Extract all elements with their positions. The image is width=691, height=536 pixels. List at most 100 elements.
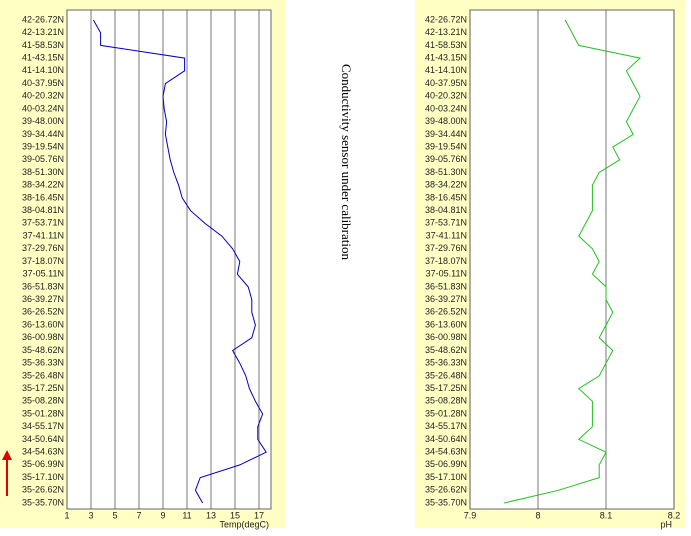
y-tick-label: 39-19.54N xyxy=(22,141,64,151)
y-tick-label: 37-53.71N xyxy=(425,218,467,228)
y-tick-label: 39-34.44N xyxy=(22,129,64,139)
y-tick-label: 35-17.10N xyxy=(22,472,64,482)
y-tick-label: 41-43.15N xyxy=(425,53,467,63)
y-tick-label: 38-34.22N xyxy=(425,180,467,190)
x-tick-label: 3 xyxy=(88,510,93,520)
y-tick-label: 35-01.28N xyxy=(22,408,64,418)
x-tick-label: 9 xyxy=(160,510,165,520)
y-tick-label: 39-05.76N xyxy=(425,154,467,164)
y-tick-label: 41-14.10N xyxy=(425,65,467,75)
y-tick-label: 36-51.83N xyxy=(425,281,467,291)
y-tick-label: 36-00.98N xyxy=(22,332,64,342)
y-tick-label: 35-26.48N xyxy=(425,370,467,380)
y-tick-label: 35-17.25N xyxy=(425,383,467,393)
y-tick-label: 39-34.44N xyxy=(425,129,467,139)
y-tick-label: 42-26.72N xyxy=(22,14,64,24)
y-tick-label: 37-53.71N xyxy=(22,218,64,228)
y-tick-label: 35-35.70N xyxy=(425,497,467,507)
y-tick-label: 35-06.99N xyxy=(425,459,467,469)
y-tick-label: 37-05.11N xyxy=(23,269,64,279)
y-tick-label: 38-16.45N xyxy=(22,192,64,202)
y-tick-label: 41-14.10N xyxy=(22,65,64,75)
y-tick-label: 35-06.99N xyxy=(22,459,64,469)
y-tick-label: 40-20.32N xyxy=(425,91,467,101)
y-tick-label: 38-16.45N xyxy=(425,192,467,202)
y-tick-label: 35-26.62N xyxy=(22,485,64,495)
data-line xyxy=(503,19,642,504)
data-line xyxy=(92,19,267,504)
y-tick-label: 38-04.81N xyxy=(425,205,467,215)
y-tick-label: 37-29.76N xyxy=(425,243,467,253)
y-tick-label: 40-37.95N xyxy=(425,78,467,88)
y-tick-label: 39-48.00N xyxy=(22,116,64,126)
y-tick-label: 34-55.17N xyxy=(425,421,467,431)
x-tick-label: 5 xyxy=(112,510,117,520)
y-tick-label: 41-43.15N xyxy=(22,53,64,63)
y-tick-label: 38-34.22N xyxy=(22,180,64,190)
y-tick-label: 35-48.62N xyxy=(22,345,64,355)
y-tick-label: 34-50.64N xyxy=(22,434,64,444)
annotation: Conductivity sensor under calibration xyxy=(339,64,354,261)
x-tick-label: 11 xyxy=(182,510,191,520)
y-tick-label: 38-51.30N xyxy=(425,167,467,177)
y-tick-label: 35-36.33N xyxy=(22,358,64,368)
y-tick-label: 37-05.11N xyxy=(426,269,467,279)
y-tick-label: 35-01.28N xyxy=(425,408,467,418)
y-tick-label: 37-29.76N xyxy=(22,243,64,253)
y-tick-label: 36-26.52N xyxy=(22,307,64,317)
plot-area xyxy=(66,9,272,510)
y-tick-label: 40-37.95N xyxy=(22,78,64,88)
x-tick-label: 8.1 xyxy=(600,510,613,520)
y-tick-label: 41-58.53N xyxy=(425,40,467,50)
x-tick-label: 8 xyxy=(535,510,540,520)
y-tick-label: 42-13.21N xyxy=(22,27,64,37)
y-tick-label: 37-41.11N xyxy=(426,230,467,240)
arrow xyxy=(2,450,12,496)
y-tick-label: 38-04.81N xyxy=(22,205,64,215)
x-tick-label: 13 xyxy=(206,510,216,520)
x-tick-label: 1 xyxy=(64,510,69,520)
plot-area xyxy=(469,9,675,510)
y-tick-label: 36-00.98N xyxy=(425,332,467,342)
x-tick-label: 17 xyxy=(254,510,264,520)
y-tick-label: 34-54.63N xyxy=(425,447,467,457)
y-tick-label: 34-50.64N xyxy=(425,434,467,444)
y-tick-label: 35-08.28N xyxy=(425,396,467,406)
y-tick-label: 42-26.72N xyxy=(425,14,467,24)
y-tick-label: 40-03.24N xyxy=(425,103,467,113)
y-tick-label: 36-39.27N xyxy=(425,294,467,304)
y-tick-label: 37-18.07N xyxy=(22,256,64,266)
y-tick-label: 35-26.62N xyxy=(425,485,467,495)
y-tick-label: 36-51.83N xyxy=(22,281,64,291)
x-tick-label: 7.9 xyxy=(464,510,477,520)
y-tick-label: 39-48.00N xyxy=(425,116,467,126)
y-tick-label: 35-26.48N xyxy=(22,370,64,380)
y-tick-label: 39-19.54N xyxy=(425,141,467,151)
y-tick-label: 34-55.17N xyxy=(22,421,64,431)
x-axis-label: pH xyxy=(660,519,672,529)
x-axis-label: Temp(degC) xyxy=(219,519,269,529)
y-tick-label: 35-35.70N xyxy=(22,497,64,507)
y-tick-label: 37-41.11N xyxy=(23,230,64,240)
y-tick-label: 40-03.24N xyxy=(22,103,64,113)
y-tick-label: 35-36.33N xyxy=(425,358,467,368)
x-tick-label: 8.2 xyxy=(668,510,681,520)
x-tick-label: 15 xyxy=(230,510,240,520)
y-tick-label: 36-13.60N xyxy=(425,319,467,329)
y-tick-label: 37-18.07N xyxy=(425,256,467,266)
y-tick-label: 36-39.27N xyxy=(22,294,64,304)
y-tick-label: 35-17.25N xyxy=(22,383,64,393)
y-tick-label: 35-17.10N xyxy=(425,472,467,482)
y-tick-label: 41-58.53N xyxy=(22,40,64,50)
y-tick-label: 38-51.30N xyxy=(22,167,64,177)
y-tick-label: 42-13.21N xyxy=(425,27,467,37)
y-tick-label: 36-26.52N xyxy=(425,307,467,317)
y-tick-label: 34-54.63N xyxy=(22,447,64,457)
y-tick-label: 36-13.60N xyxy=(22,319,64,329)
y-tick-label: 35-08.28N xyxy=(22,396,64,406)
y-tick-label: 39-05.76N xyxy=(22,154,64,164)
x-tick-label: 7 xyxy=(136,510,141,520)
y-tick-label: 35-48.62N xyxy=(425,345,467,355)
y-tick-label: 40-20.32N xyxy=(22,91,64,101)
